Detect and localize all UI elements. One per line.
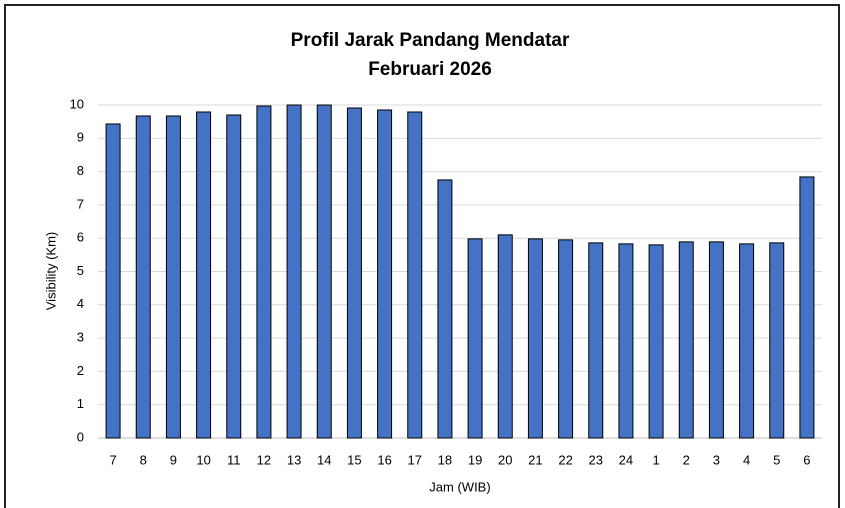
bar [377,109,393,439]
y-tick-label: 9 [77,130,84,145]
bar [407,111,423,439]
y-tick-label: 4 [77,296,84,311]
x-tick-label: 21 [528,452,542,467]
x-tick-label: 3 [713,452,720,467]
bar [618,243,634,439]
bar [105,123,121,439]
y-tick-label: 1 [77,396,84,411]
x-tick-label: 13 [287,452,301,467]
bar [497,234,513,439]
bar [648,244,664,439]
chart-title: Profil Jarak Pandang Mendatar [291,30,570,51]
bar [135,115,151,439]
bar [316,104,332,439]
bar [678,241,694,439]
x-tick-label: 4 [743,452,750,467]
x-tick-label: 9 [170,452,177,467]
x-tick-label: 16 [377,452,391,467]
y-tick-label: 5 [77,263,84,278]
y-tick-label: 2 [77,363,84,378]
bar [799,176,815,439]
x-tick-label: 18 [438,452,452,467]
chart-subtitle: Februari 2026 [368,59,492,80]
y-tick-label: 3 [77,330,84,345]
y-tick-label: 0 [77,429,84,444]
bar [346,107,362,439]
bar [739,243,755,439]
x-tick-label: 20 [498,452,512,467]
y-tick-label: 8 [77,163,84,178]
x-tick-label: 5 [773,452,780,467]
x-tick-label: 12 [257,452,271,467]
bar [165,115,181,439]
x-tick-label: 17 [408,452,422,467]
y-tick-label: 6 [77,230,84,245]
x-tick-label: 10 [196,452,210,467]
bar [256,105,272,439]
x-tick-label: 1 [652,452,659,467]
x-tick-label: 15 [347,452,361,467]
x-tick-label: 11 [227,452,241,467]
bar [286,104,302,439]
bar [437,179,453,439]
bar [588,242,604,439]
x-tick-label: 2 [683,452,690,467]
bar [769,242,785,439]
bar [226,114,242,439]
y-tick-label: 7 [77,196,84,211]
y-axis-label: Visibility (Km) [43,232,58,311]
bar [196,111,212,439]
x-tick-label: 23 [589,452,603,467]
x-tick-label: 8 [140,452,147,467]
x-tick-label: 14 [317,452,331,467]
x-tick-label: 6 [803,452,810,467]
x-tick-label: 24 [619,452,633,467]
bar [467,238,483,439]
bar [527,238,543,439]
x-tick-label: 19 [468,452,482,467]
x-axis-label: Jam (WIB) [429,479,490,494]
y-tick-label: 10 [70,96,84,111]
bar [708,241,724,439]
x-tick-label: 22 [558,452,572,467]
x-tick-label: 7 [109,452,116,467]
bar [558,239,574,439]
